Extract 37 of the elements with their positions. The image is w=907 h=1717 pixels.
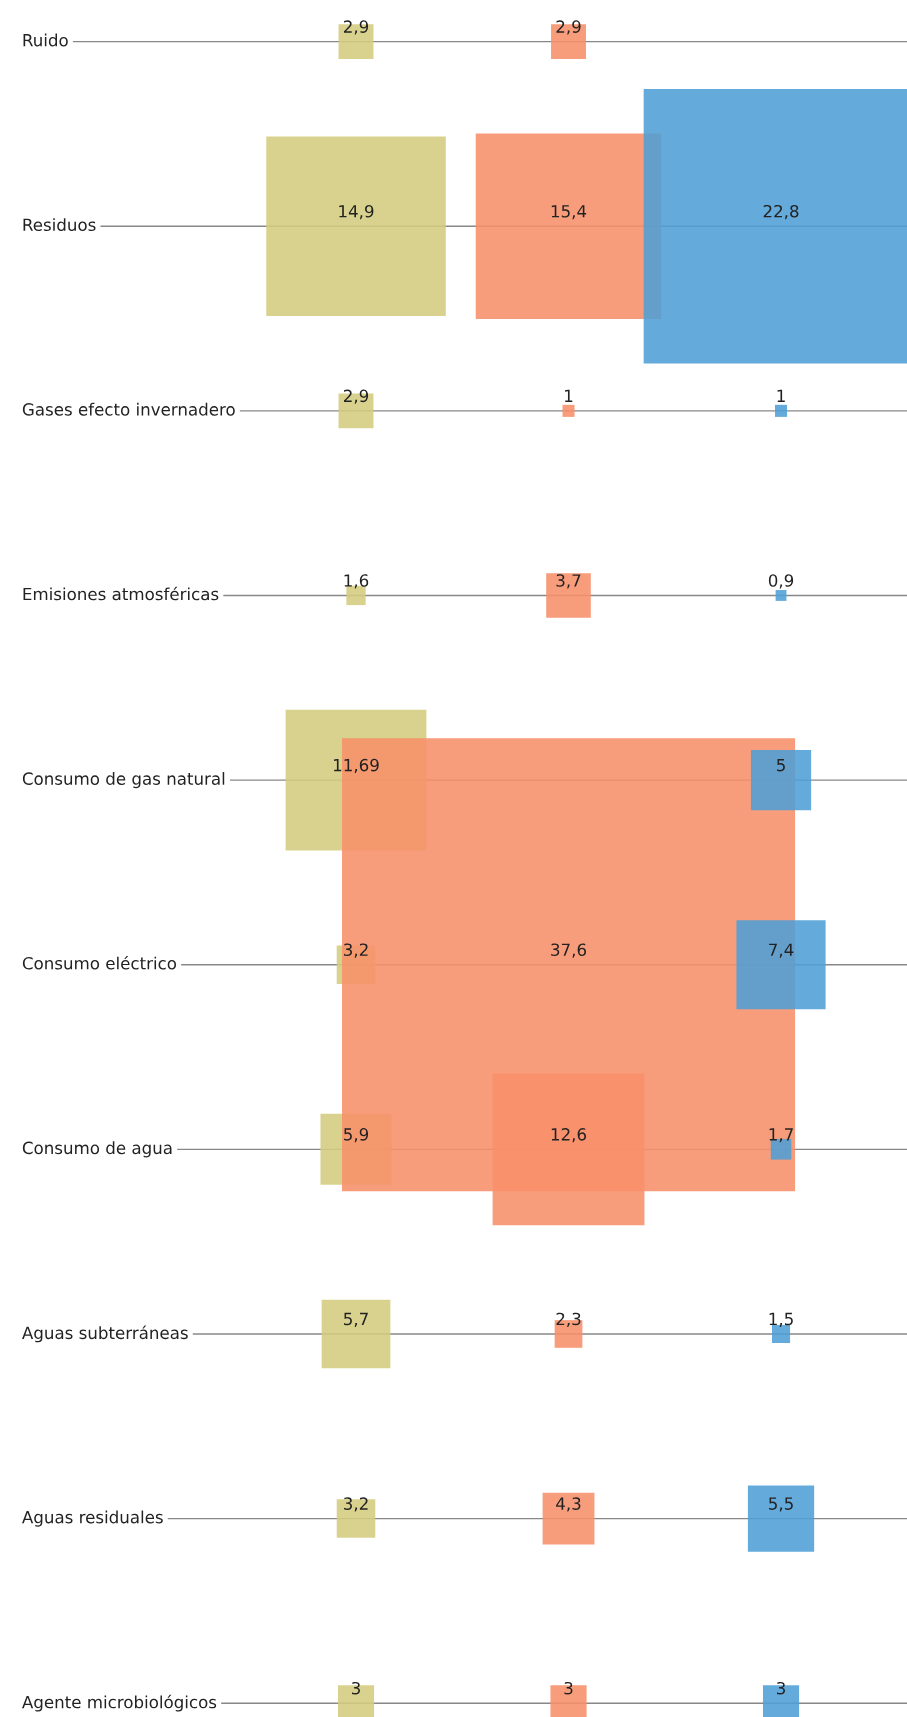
category-label: Consumo de gas natural	[22, 772, 225, 789]
data-label: 0,9	[768, 574, 794, 589]
data-label: 5,7	[344, 1312, 368, 1327]
data-label: 5	[777, 759, 785, 772]
category-label: Emisiones atmosféricas	[23, 586, 219, 601]
data-label: 2,9	[343, 389, 369, 404]
data-label: 4,3	[556, 1497, 581, 1512]
data-label: 11,69	[333, 758, 379, 774]
category-label: Residuos	[23, 218, 96, 232]
data-label: 3,2	[344, 943, 368, 958]
data-label: 5,9	[344, 1128, 369, 1143]
category-label: Consumo eléctrico	[22, 955, 177, 970]
data-label: 2,9	[343, 20, 369, 35]
data-label: 2,9	[556, 20, 581, 35]
data-label: 2,3	[556, 1312, 581, 1327]
data-label: 3,2	[344, 1497, 368, 1512]
category-label: Consumo de agua	[22, 1141, 172, 1158]
data-label: 3	[777, 1681, 785, 1695]
category-label: Agente microbiológicos	[22, 1694, 217, 1712]
data-label: 22,8	[763, 204, 799, 220]
data-label: 15,4	[551, 205, 587, 220]
data-label: 37,6	[551, 943, 587, 958]
data-label: 5,5	[769, 1497, 793, 1512]
category-label: Ruido	[23, 33, 68, 47]
data-label: 3,7	[556, 574, 581, 589]
data-label: 12,6	[551, 1128, 587, 1143]
category-label: Gases efecto invernadero	[22, 402, 235, 416]
category-label: Aguas residuales	[22, 1510, 163, 1527]
data-label: 1,5	[769, 1312, 793, 1327]
data-label: 1	[777, 389, 785, 402]
data-label: 3	[351, 1681, 360, 1695]
data-label: 1,6	[344, 574, 369, 589]
data-label: 14,9	[339, 204, 374, 220]
category-label: Aguas subterráneas	[22, 1325, 188, 1343]
data-label: 7,4	[769, 943, 794, 958]
data-label: 3	[564, 1681, 573, 1695]
data-label: 1	[565, 389, 573, 402]
